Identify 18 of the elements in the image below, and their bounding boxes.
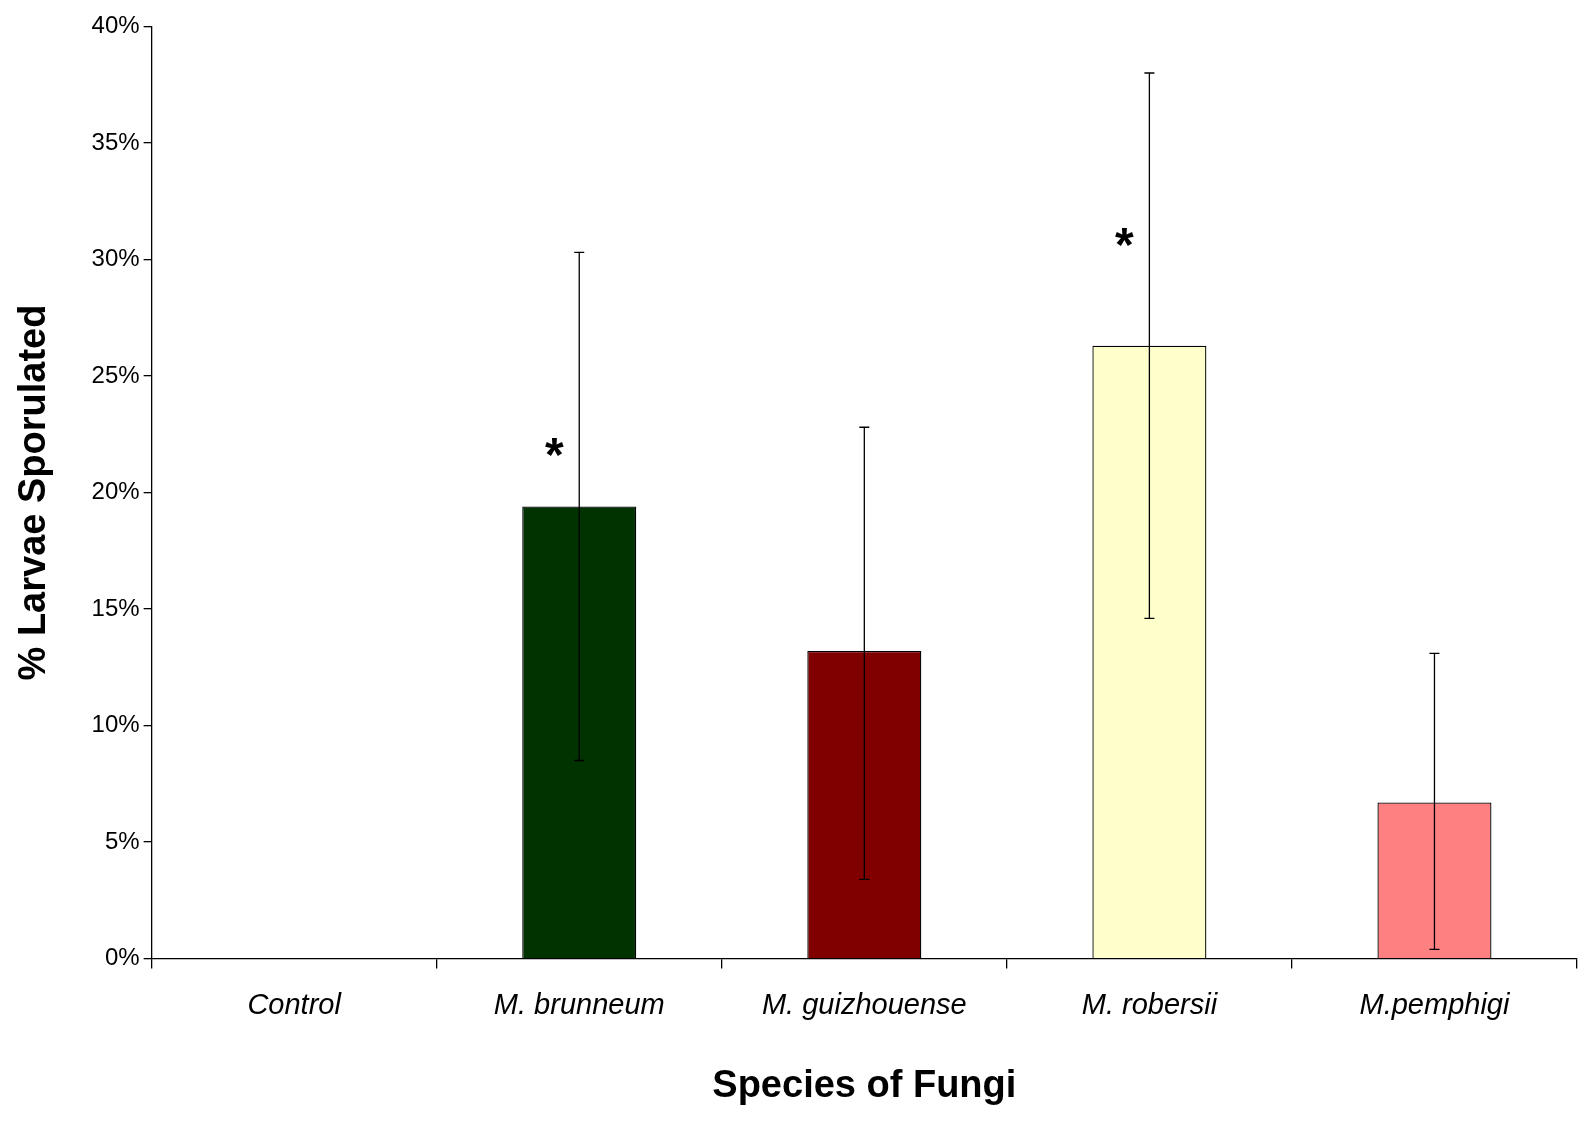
x-tick-label: M.pemphigi [1359,988,1511,1021]
y-tick-label: 15% [91,593,140,621]
y-tick-label: 30% [91,244,140,272]
y-tick-label: 5% [104,826,140,854]
y-tick-label: 35% [91,127,140,155]
x-tick-label: Control [247,988,343,1021]
y-tick-label: 20% [91,477,140,505]
x-axis-title: Species of Fungi [712,1062,1017,1105]
annotation: * [544,428,564,482]
y-tick-label: 40% [91,11,140,39]
x-tick-label: M. guizhouense [761,988,967,1021]
y-tick-label: 10% [91,710,140,738]
y-axis-title: % Larvae Sporulated [11,304,54,681]
y-tick-label: 0% [104,943,140,971]
annotation: * [1115,218,1135,272]
y-tick-label: 25% [91,360,140,388]
x-tick-label: M. robersii [1081,988,1219,1021]
x-tick-label: M. brunneum [493,988,665,1021]
